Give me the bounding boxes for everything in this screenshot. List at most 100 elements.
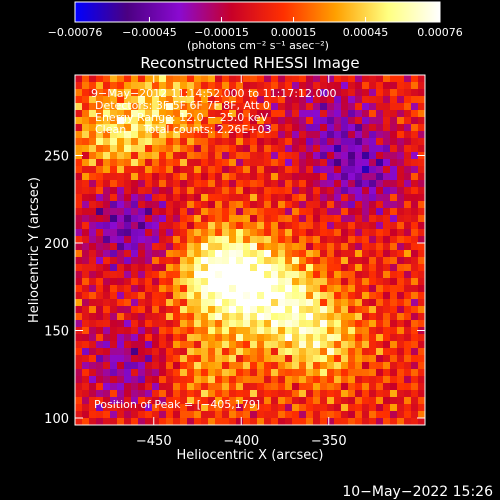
heatmap-cell [124,145,132,153]
heatmap-cell [124,383,132,391]
heatmap-cell [180,138,188,146]
heatmap-cell [376,250,384,258]
heatmap-cell [404,166,412,174]
heatmap-cell [334,159,342,167]
heatmap-cell [222,369,230,377]
heatmap-cell [257,285,265,293]
heatmap-cell [110,96,118,104]
heatmap-cell [82,390,90,398]
heatmap-cell [103,145,111,153]
heatmap-cell [236,397,244,405]
heatmap-cell [271,103,279,111]
heatmap-cell [411,138,419,146]
heatmap-cell [152,397,160,405]
heatmap-cell [383,278,391,286]
heatmap-cell [180,208,188,216]
heatmap-cell [411,418,419,426]
heatmap-cell [404,208,412,216]
heatmap-cell [222,334,230,342]
heatmap-cell [110,243,118,251]
heatmap-cell [215,264,223,272]
heatmap-cell [320,271,328,279]
heatmap-cell [397,194,405,202]
heatmap-cell [299,250,307,258]
heatmap-cell [327,159,335,167]
heatmap-cell [327,376,335,384]
heatmap-cell [159,320,167,328]
heatmap-cell [96,278,104,286]
heatmap-cell [355,369,363,377]
heatmap-cell [362,173,370,181]
heatmap-cell [96,397,104,405]
heatmap-cell [243,236,251,244]
heatmap-cell [390,243,398,251]
heatmap-cell [292,215,300,223]
heatmap-cell [194,271,202,279]
heatmap-cell [103,222,111,230]
heatmap-cell [166,362,174,370]
heatmap-cell [376,215,384,223]
heatmap-cell [173,236,181,244]
heatmap-cell [89,390,97,398]
heatmap-cell [334,180,342,188]
heatmap-cell [117,369,125,377]
heatmap-cell [271,278,279,286]
heatmap-cell [103,390,111,398]
heatmap-cell [103,208,111,216]
heatmap-cell [313,117,321,125]
heatmap-cell [369,82,377,90]
heatmap-cell [369,418,377,426]
heatmap-cell [327,250,335,258]
heatmap-cell [404,264,412,272]
heatmap-cell [180,159,188,167]
heatmap-cell [222,404,230,412]
heatmap-cell [229,243,237,251]
heatmap-cell [390,89,398,97]
heatmap-cell [418,173,426,181]
heatmap-cell [320,250,328,258]
heatmap-cell [355,229,363,237]
heatmap-cell [131,89,139,97]
heatmap-cell [180,271,188,279]
heatmap-cell [278,257,286,265]
heatmap-cell [131,152,139,160]
heatmap-cell [411,229,419,237]
heatmap-cell [376,145,384,153]
heatmap-cell [138,418,146,426]
heatmap-cell [201,208,209,216]
heatmap-cell [82,397,90,405]
heatmap-cell [89,110,97,118]
heatmap-cell [152,250,160,258]
heatmap-cell [355,187,363,195]
heatmap-cell [313,362,321,370]
heatmap-cell [390,145,398,153]
heatmap-cell [117,418,125,426]
heatmap-cell [362,418,370,426]
heatmap-cell [355,89,363,97]
heatmap-cell [285,229,293,237]
heatmap-cell [383,348,391,356]
heatmap-cell [418,138,426,146]
heatmap-cell [173,299,181,307]
heatmap-cell [236,215,244,223]
heatmap-cell [173,75,181,83]
heatmap-cell [75,82,83,90]
heatmap-cell [341,341,349,349]
heatmap-cell [250,173,258,181]
heatmap-cell [327,390,335,398]
heatmap-cell [320,292,328,300]
heatmap-cell [243,75,251,83]
heatmap-cell [131,341,139,349]
heatmap-cell [313,418,321,426]
heatmap-cell [103,89,111,97]
heatmap-cell [418,264,426,272]
heatmap-cell [194,110,202,118]
heatmap-cell [180,257,188,265]
heatmap-cell [152,383,160,391]
heatmap-cell [82,292,90,300]
heatmap-cell [250,117,258,125]
heatmap-cell [159,313,167,321]
heatmap-cell [376,124,384,132]
heatmap-cell [180,369,188,377]
heatmap-cell [187,397,195,405]
